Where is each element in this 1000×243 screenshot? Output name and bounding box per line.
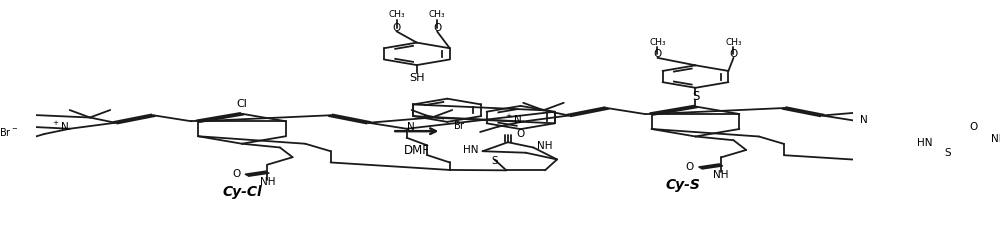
Text: DMF: DMF bbox=[404, 144, 430, 157]
Text: SH: SH bbox=[409, 73, 425, 83]
Text: O: O bbox=[516, 129, 524, 139]
Text: HN: HN bbox=[463, 145, 479, 155]
Text: O: O bbox=[686, 162, 694, 172]
Text: Br$^-$: Br$^-$ bbox=[453, 119, 472, 131]
Text: $\mathregular{^+N}$: $\mathregular{^+N}$ bbox=[51, 120, 69, 133]
Text: HN: HN bbox=[917, 138, 932, 148]
Text: CH₃: CH₃ bbox=[388, 10, 405, 19]
Text: Cl: Cl bbox=[236, 99, 247, 109]
Text: $\mathregular{^+N}$: $\mathregular{^+N}$ bbox=[504, 113, 522, 126]
Text: CH₃: CH₃ bbox=[429, 10, 445, 19]
Text: Br$^-$: Br$^-$ bbox=[0, 127, 18, 139]
Text: NH: NH bbox=[991, 134, 1000, 144]
Text: O: O bbox=[729, 49, 738, 59]
Text: Cy-S: Cy-S bbox=[665, 178, 700, 192]
Text: O: O bbox=[392, 23, 401, 33]
Text: O: O bbox=[433, 23, 441, 33]
Text: Cy-Cl: Cy-Cl bbox=[222, 185, 262, 200]
Text: O: O bbox=[653, 49, 662, 59]
Text: NH: NH bbox=[713, 170, 729, 180]
Text: N: N bbox=[407, 122, 415, 132]
Text: CH₃: CH₃ bbox=[725, 38, 742, 47]
Text: S: S bbox=[692, 90, 699, 103]
Text: O: O bbox=[232, 169, 240, 179]
Text: O: O bbox=[970, 122, 978, 132]
Text: CH₃: CH₃ bbox=[649, 38, 666, 47]
Text: S: S bbox=[945, 148, 951, 158]
Text: NH: NH bbox=[537, 141, 553, 151]
Text: NH: NH bbox=[260, 177, 275, 187]
Text: N: N bbox=[860, 114, 868, 125]
Text: S: S bbox=[491, 156, 498, 166]
